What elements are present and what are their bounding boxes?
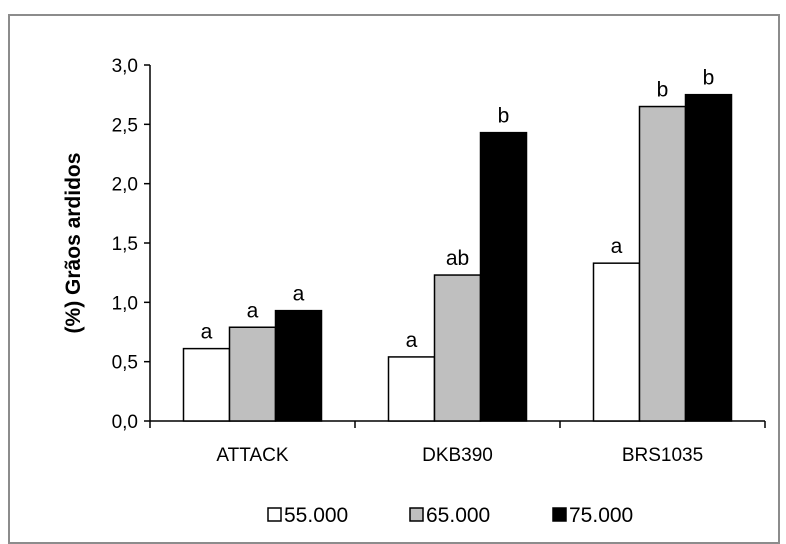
legend-label: 65.000 bbox=[426, 504, 490, 527]
legend-swatch bbox=[267, 507, 282, 522]
y-tick-label: 0,5 bbox=[112, 353, 138, 374]
y-tick-label: 2,5 bbox=[112, 115, 138, 136]
y-tick-label: 0,0 bbox=[112, 412, 138, 433]
bar bbox=[228, 326, 277, 422]
bar bbox=[274, 309, 323, 422]
y-axis-label: (%) Grãos ardidos bbox=[62, 153, 85, 334]
bar bbox=[592, 262, 641, 422]
x-tick-label: DKB390 bbox=[422, 445, 493, 466]
bar-data-label: a bbox=[611, 235, 623, 258]
bar-data-label: ab bbox=[446, 247, 469, 270]
bar-data-label: a bbox=[201, 321, 213, 344]
y-tick-label: 1,0 bbox=[112, 293, 138, 314]
bar bbox=[387, 356, 436, 422]
bar bbox=[433, 274, 482, 422]
y-tick-label: 2,0 bbox=[112, 175, 138, 196]
bar bbox=[182, 347, 231, 422]
x-tick-label: BRS1035 bbox=[622, 445, 703, 466]
bar-data-label: b bbox=[498, 105, 510, 128]
legend-label: 75.000 bbox=[569, 504, 633, 527]
y-tick-label: 3,0 bbox=[112, 56, 138, 77]
bar bbox=[684, 93, 733, 422]
legend-swatch bbox=[409, 507, 424, 522]
bar-data-label: b bbox=[703, 67, 715, 90]
bar-data-label: a bbox=[293, 283, 305, 306]
bar bbox=[638, 105, 687, 422]
legend-swatch bbox=[552, 507, 567, 522]
x-tick-label: ATTACK bbox=[216, 445, 288, 466]
bar bbox=[479, 131, 528, 422]
bar-data-label: a bbox=[406, 329, 418, 352]
y-tick-label: 1,5 bbox=[112, 234, 138, 255]
bar-data-label: a bbox=[247, 299, 259, 322]
bar-data-label: b bbox=[657, 79, 669, 102]
legend-label: 55.000 bbox=[284, 504, 348, 527]
